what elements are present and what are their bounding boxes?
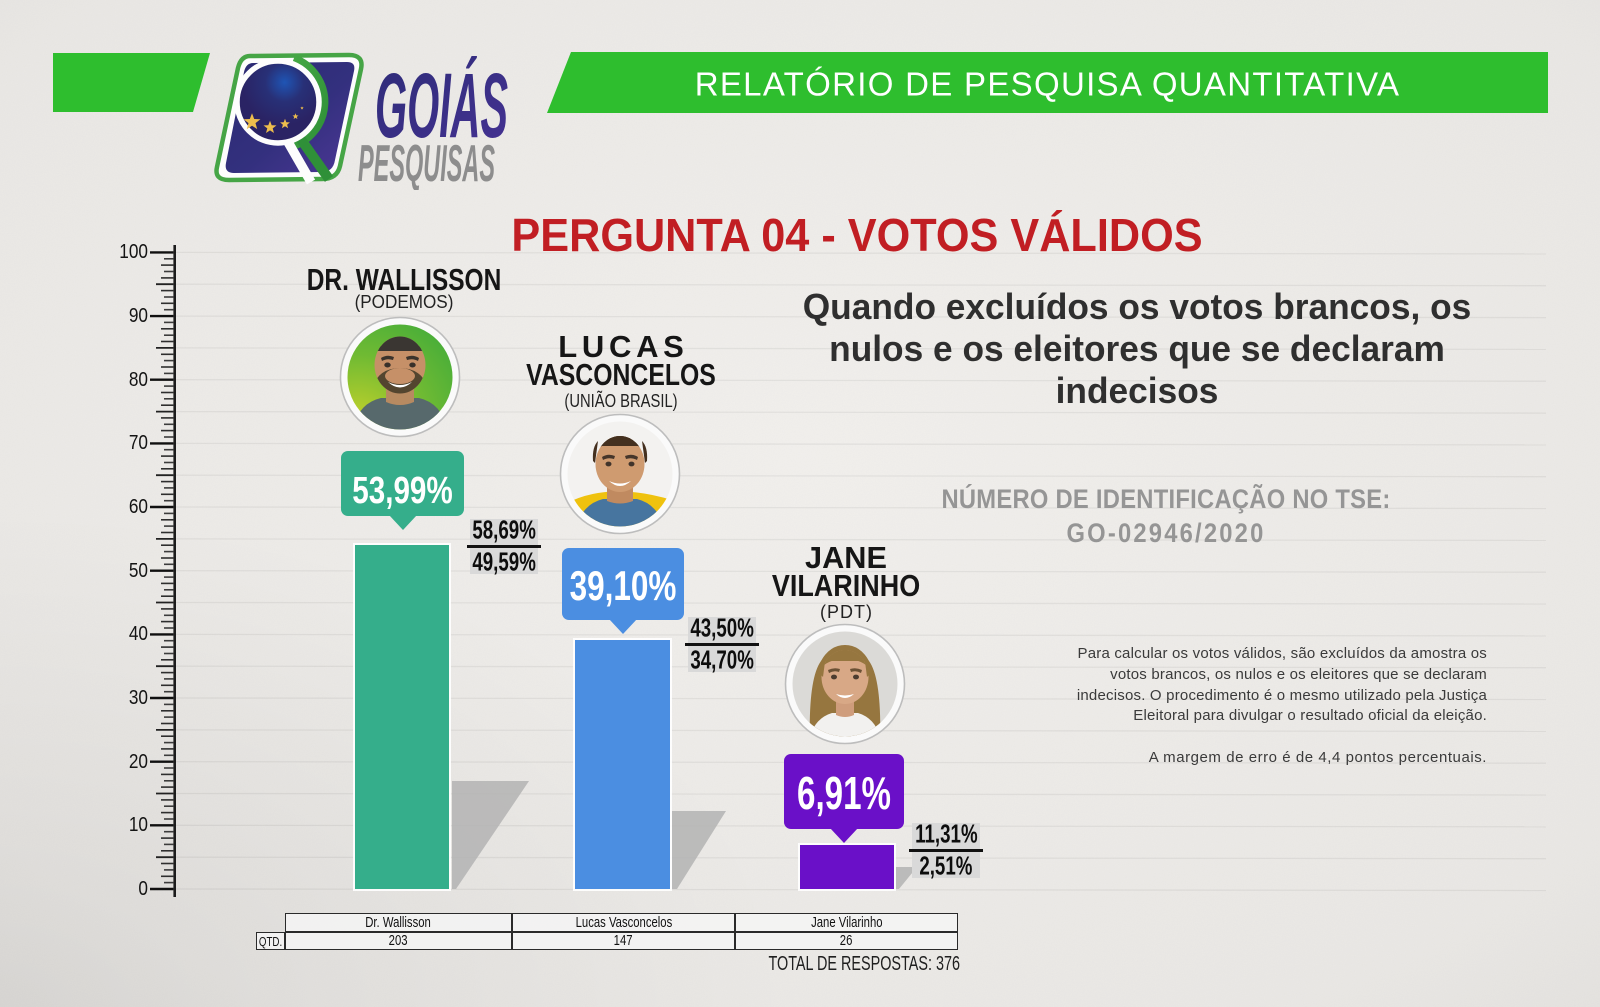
svg-text:GOIÁS: GOIÁS — [375, 55, 508, 157]
svg-text:PESQUISAS: PESQUISAS — [358, 135, 495, 190]
